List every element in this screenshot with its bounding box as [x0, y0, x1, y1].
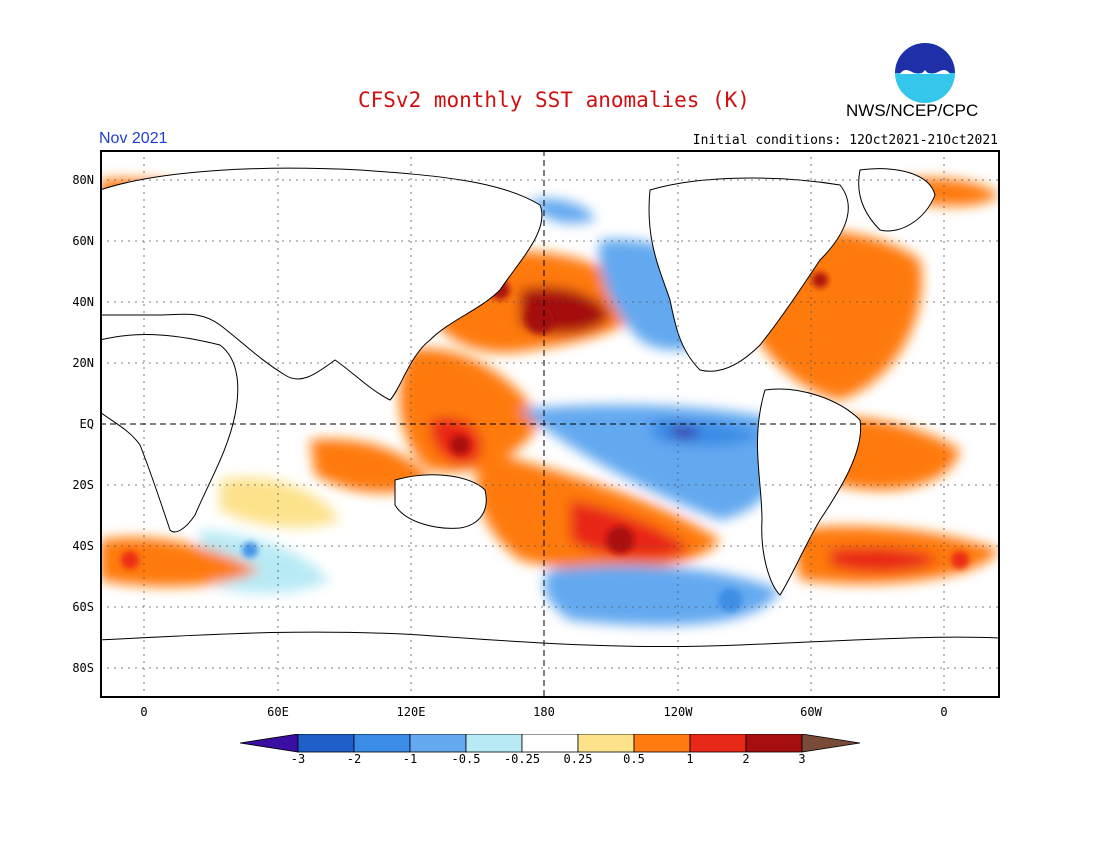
- colorbar-label: 2: [742, 752, 750, 766]
- initial-conditions: Initial conditions: 12Oct2021-21Oct2021: [692, 133, 998, 148]
- forecast-month: Nov 2021: [99, 130, 168, 147]
- colorbar-bin: [465, 734, 523, 753]
- lat-label-40n: 40N: [72, 295, 94, 309]
- lon-label-0-east: 0: [940, 705, 948, 719]
- colorbar-bin: [297, 734, 355, 753]
- lat-label-40s: 40S: [72, 539, 94, 553]
- colorbar-label: -1: [402, 752, 418, 766]
- colorbar-bin: [521, 734, 579, 753]
- colorbar-label: -0.25: [503, 752, 541, 766]
- lon-label-180: 180: [533, 705, 555, 719]
- lat-label-80s: 80S: [72, 661, 94, 675]
- colorbar-label: -2: [346, 752, 362, 766]
- colorbar-label: -0.5: [451, 752, 481, 766]
- colorbar-label: 0.5: [623, 752, 645, 766]
- colorbar-label: 3: [798, 752, 806, 766]
- colorbar-bin: [353, 734, 411, 753]
- colorbar-bin: [633, 734, 691, 753]
- colorbar-label: 0.25: [563, 752, 593, 766]
- colorbar-high-arrow: [801, 734, 861, 753]
- lon-label-120e: 120E: [396, 705, 426, 719]
- lat-label-20s: 20S: [72, 478, 94, 492]
- colorbar-label: -3: [290, 752, 306, 766]
- lon-label-0: 0: [140, 705, 148, 719]
- chart-title: CFSv2 monthly SST anomalies (K): [358, 88, 750, 112]
- land-masses: [100, 167, 1000, 698]
- sst-anomaly-map: [100, 150, 1000, 698]
- lat-label-60s: 60S: [72, 600, 94, 614]
- lon-label-120w: 120W: [663, 705, 693, 719]
- colorbar-bin: [409, 734, 467, 753]
- noaa-logo: [895, 43, 955, 103]
- colorbar-bin: [745, 734, 803, 753]
- lon-label-60e: 60E: [267, 705, 289, 719]
- reference-lines: [100, 150, 1000, 698]
- colorbar-label: 1: [686, 752, 694, 766]
- map-frame: [100, 150, 1000, 698]
- lat-label-20n: 20N: [72, 356, 94, 370]
- colorbar: [240, 734, 861, 753]
- lon-label-60w: 60W: [800, 705, 822, 719]
- lat-label-80n: 80N: [72, 173, 94, 187]
- lat-label-eq: EQ: [79, 417, 94, 431]
- colorbar-bin: [689, 734, 747, 753]
- lat-label-60n: 60N: [72, 234, 94, 248]
- agency-label: NWS/NCEP/CPC: [846, 101, 979, 120]
- colorbar-bin: [577, 734, 635, 753]
- colorbar-low-arrow: [240, 734, 299, 753]
